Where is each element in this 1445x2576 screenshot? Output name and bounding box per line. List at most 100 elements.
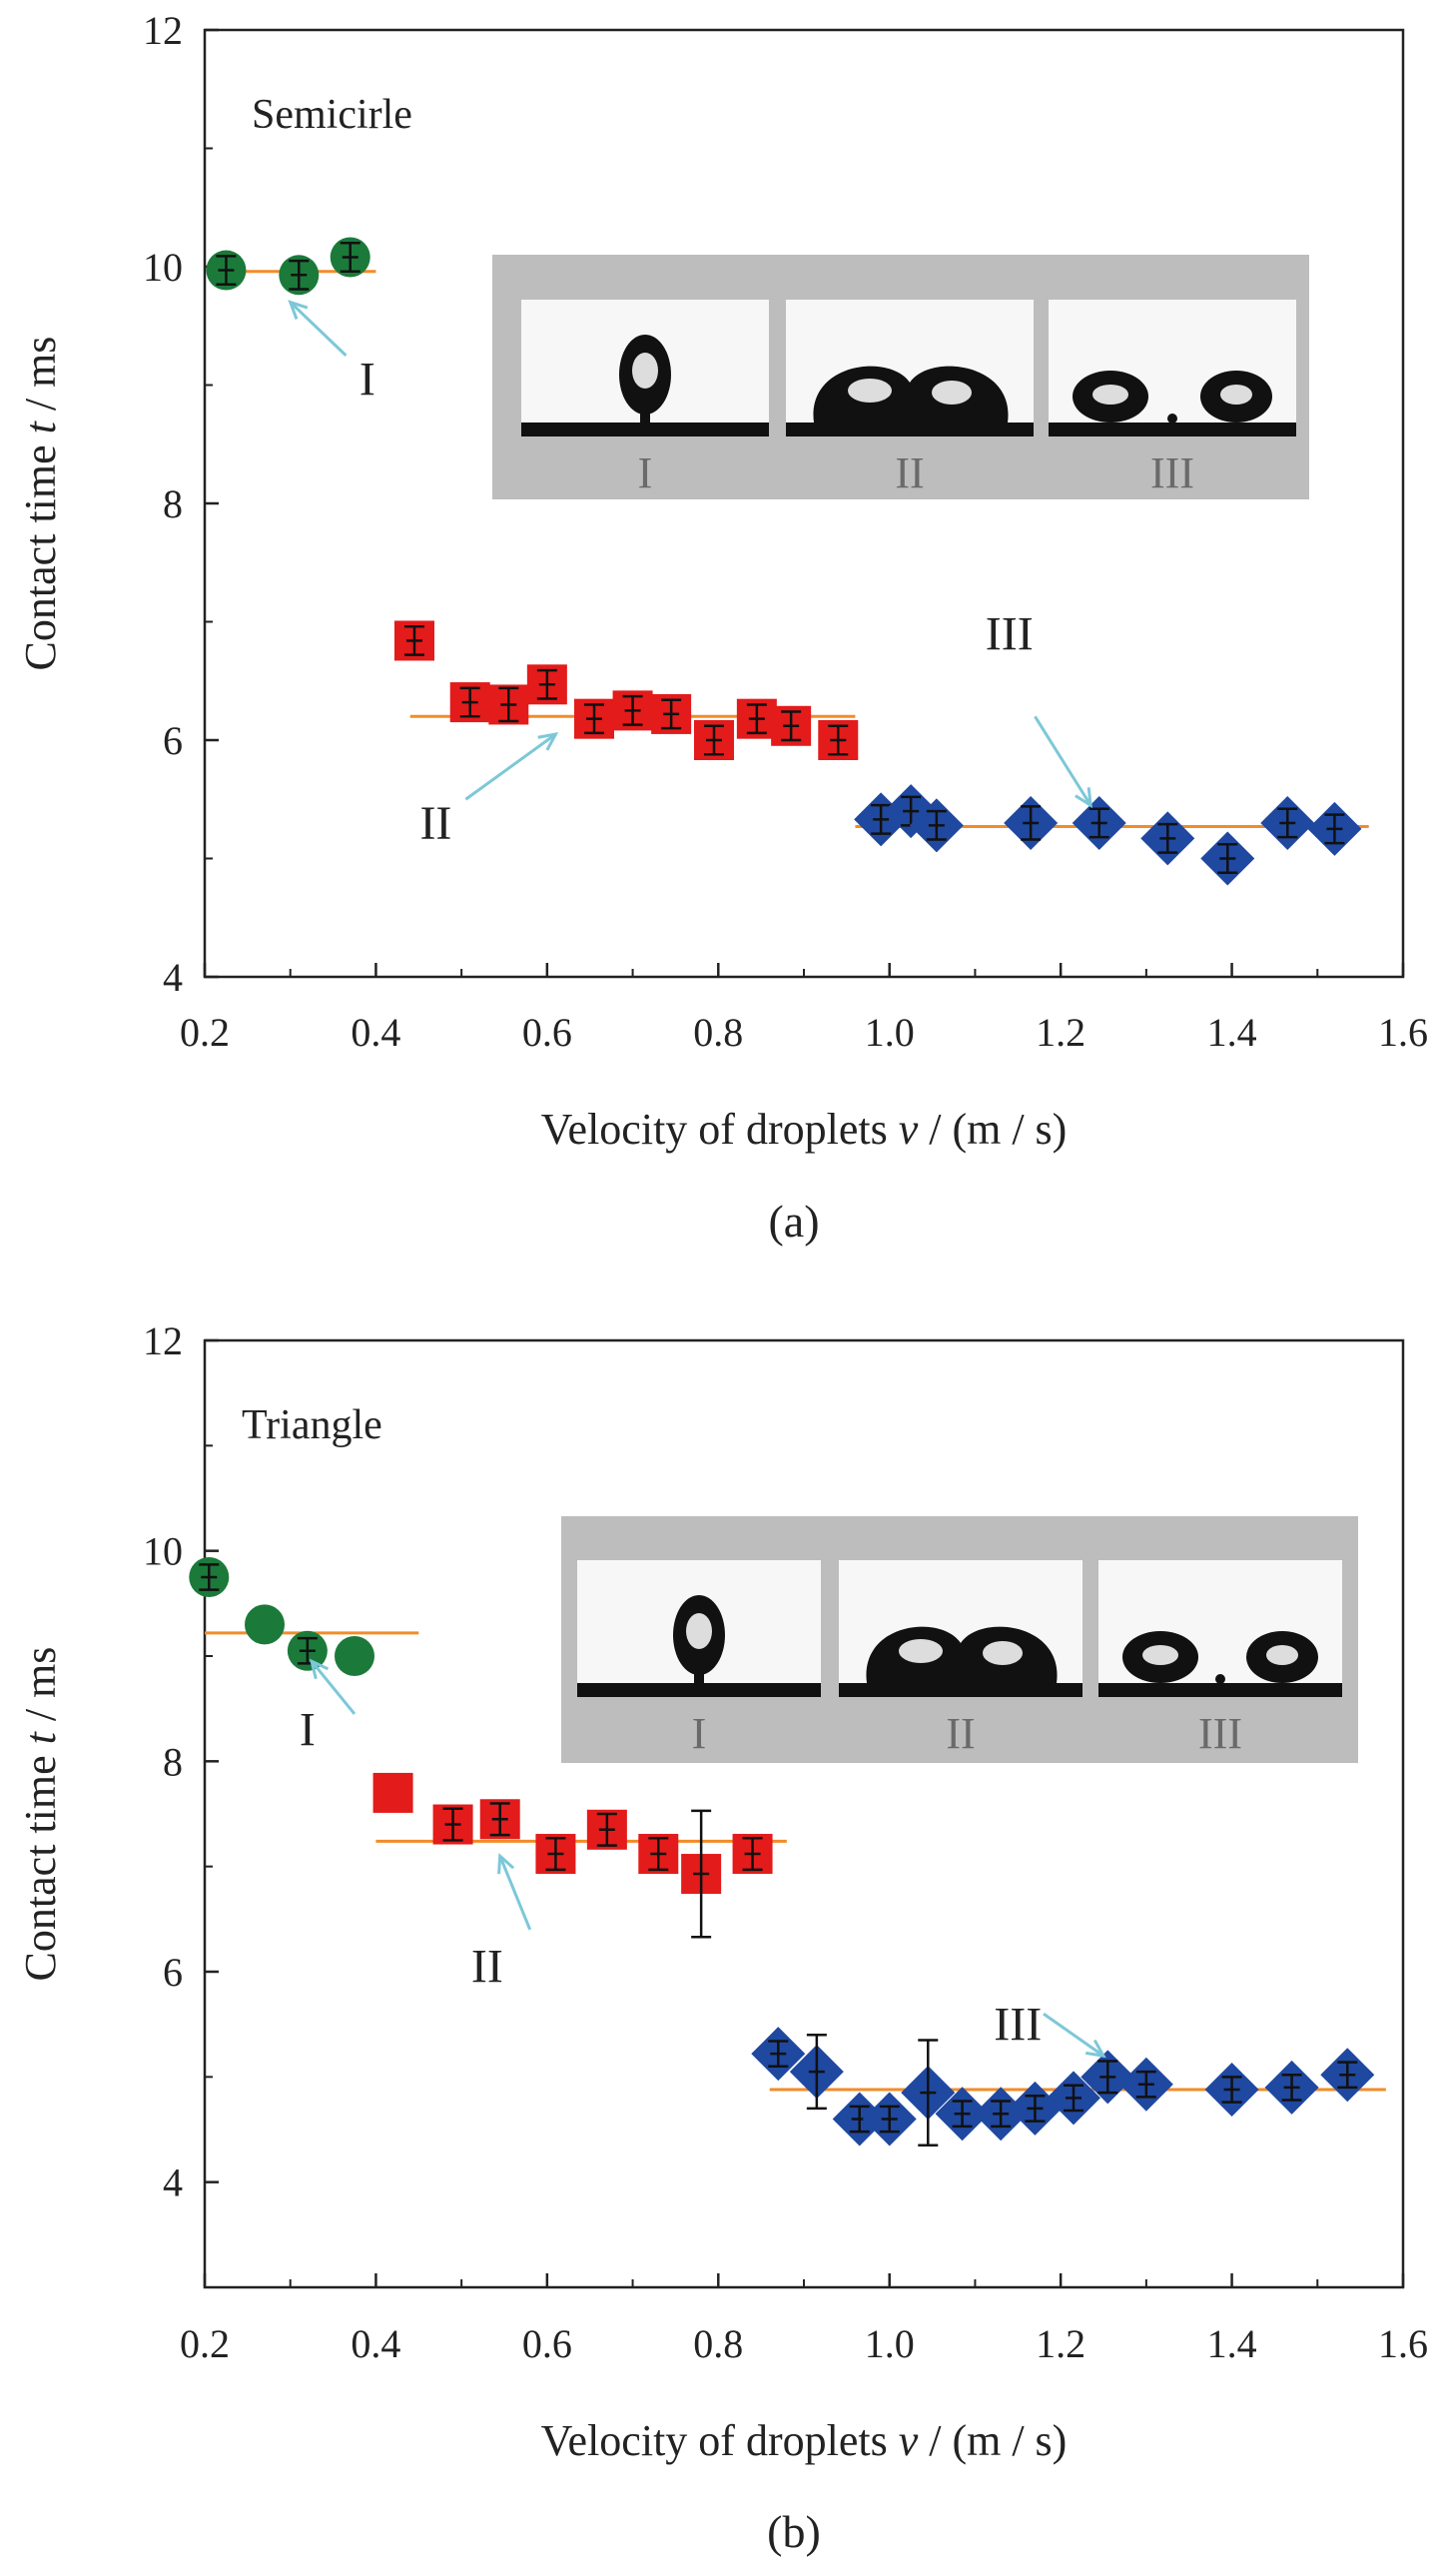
y-tick-label: 4 — [163, 955, 183, 1000]
droplet-highlight — [899, 1639, 943, 1663]
y-tick-label: 8 — [163, 1739, 183, 1784]
inset-frame-label: III — [1150, 448, 1194, 497]
regime-label: III — [986, 607, 1034, 660]
x-axis-title: Velocity of droplets v / (m / s) — [541, 2416, 1068, 2465]
droplet-highlight — [686, 1613, 712, 1649]
inset-substrate — [577, 1683, 821, 1697]
y-axis-title-var: t — [16, 1730, 65, 1744]
annotation-arrow — [310, 1660, 357, 1715]
x-tick-label: 1.6 — [1378, 2321, 1428, 2366]
droplet-neck — [640, 411, 650, 423]
inset-photos: I II III — [492, 255, 1309, 499]
x-axis-title-unit: / (m / s) — [918, 1105, 1067, 1154]
x-tick-label: 1.2 — [1036, 1010, 1085, 1055]
inset-frame-label: II — [895, 448, 924, 497]
inset-substrate — [521, 423, 769, 436]
droplet-highlight — [1266, 1645, 1298, 1665]
inset-frame-label: I — [692, 1709, 707, 1758]
regime-label: I — [300, 1704, 316, 1757]
x-tick-label: 0.8 — [693, 1010, 743, 1055]
y-axis-title: Contact time t / ms — [16, 1647, 65, 1982]
droplet-satellite — [1167, 414, 1177, 424]
annotation-arrowhead — [537, 732, 559, 751]
x-tick-label: 0.2 — [180, 1010, 230, 1055]
data-point-circle — [245, 1604, 285, 1645]
droplet-highlight — [983, 1641, 1023, 1665]
droplet-highlight — [848, 379, 892, 403]
y-axis-title-main: Contact time — [16, 1744, 65, 1981]
x-tick-label: 1.4 — [1207, 1010, 1257, 1055]
x-axis-title-var: v — [899, 1105, 919, 1154]
annotation-arrowhead — [1075, 787, 1092, 809]
annotation-arrowhead — [288, 300, 309, 320]
x-tick-label: 0.6 — [522, 2321, 572, 2366]
annotation-arrow — [1034, 715, 1092, 806]
data-point-circle — [335, 1636, 374, 1676]
inset-substrate — [1049, 423, 1296, 436]
panel-title: Triangle — [242, 1402, 382, 1448]
x-tick-label: 1.0 — [865, 1010, 915, 1055]
y-axis-title-unit: / ms — [16, 337, 65, 423]
droplet-highlight — [1220, 385, 1252, 405]
data-point-square — [372, 1772, 413, 1813]
x-axis-title-unit: / (m / s) — [918, 2416, 1067, 2465]
x-axis-title-main: Velocity of droplets — [541, 2416, 899, 2465]
y-tick-label: 10 — [143, 1529, 183, 1574]
x-tick-label: 0.8 — [693, 2321, 743, 2366]
regime-label: II — [419, 797, 451, 850]
panel-title: Semicirle — [252, 92, 412, 138]
y-tick-label: 6 — [163, 718, 183, 763]
y-axis-title-unit: / ms — [16, 1647, 65, 1733]
droplet-neck — [694, 1671, 704, 1683]
inset-frame-label: I — [638, 448, 653, 497]
x-tick-label: 1.4 — [1207, 2321, 1257, 2366]
inset-frame-label: III — [1198, 1709, 1242, 1758]
figure-caption: (b) — [767, 2506, 821, 2557]
droplet-satellite — [1215, 1674, 1225, 1684]
annotation-arrowhead — [1084, 2039, 1106, 2059]
droplet-highlight — [1092, 385, 1128, 405]
regime-label: II — [471, 1941, 503, 1994]
annotation-arrow — [289, 301, 348, 357]
x-axis-title: Velocity of droplets v / (m / s) — [541, 1105, 1068, 1154]
y-axis-title-var: t — [16, 420, 65, 433]
plot-frame — [203, 1338, 1405, 2289]
y-tick-label: 12 — [143, 8, 183, 53]
x-tick-label: 1.6 — [1378, 1010, 1428, 1055]
panel-a: 0.2 0.4 0.6 0.8 1.0 1.2 1.4 1.6 4 6 8 10 12 Velocity … — [16, 8, 1428, 1247]
x-tick-label: 1.0 — [865, 2321, 915, 2366]
annotation-arrow — [464, 732, 557, 801]
y-tick-label: 8 — [163, 481, 183, 526]
y-tick-label: 12 — [143, 1318, 183, 1363]
x-tick-label: 1.2 — [1036, 2321, 1085, 2366]
droplet-highlight — [932, 381, 972, 405]
y-axis-title-main: Contact time — [16, 433, 65, 670]
y-tick-label: 6 — [163, 1950, 183, 1995]
panel-b: 0.2 0.4 0.6 0.8 1.0 1.2 1.4 1.6 4 6 8 10 12 Velocity … — [16, 1318, 1428, 2557]
x-tick-label: 0.2 — [180, 2321, 230, 2366]
x-tick-label: 0.4 — [351, 1010, 400, 1055]
y-tick-label: 4 — [163, 2160, 183, 2205]
figure-caption: (a) — [768, 1196, 819, 1247]
y-tick-label: 10 — [143, 245, 183, 290]
annotation-arrow — [498, 1855, 532, 1931]
annotation-arrowhead — [309, 1658, 330, 1680]
x-tick-label: 0.4 — [351, 2321, 400, 2366]
regime-label: I — [360, 354, 375, 407]
inset-substrate — [839, 1683, 1083, 1697]
inset-photos: I II III — [561, 1516, 1358, 1763]
x-axis-title-var: v — [899, 2416, 919, 2465]
plot-frame — [203, 28, 1405, 979]
regime-label: III — [994, 1999, 1042, 2052]
y-axis-title: Contact time t / ms — [16, 337, 65, 671]
inset-substrate — [786, 423, 1034, 436]
x-tick-label: 0.6 — [522, 1010, 572, 1055]
annotation-arrowhead — [497, 1852, 515, 1875]
inset-substrate — [1098, 1683, 1342, 1697]
x-axis-title-main: Velocity of droplets — [541, 1105, 899, 1154]
inset-frame-label: II — [946, 1709, 975, 1758]
droplet-highlight — [1142, 1645, 1178, 1665]
droplet-highlight — [632, 353, 658, 389]
annotation-arrow — [1043, 2012, 1104, 2058]
